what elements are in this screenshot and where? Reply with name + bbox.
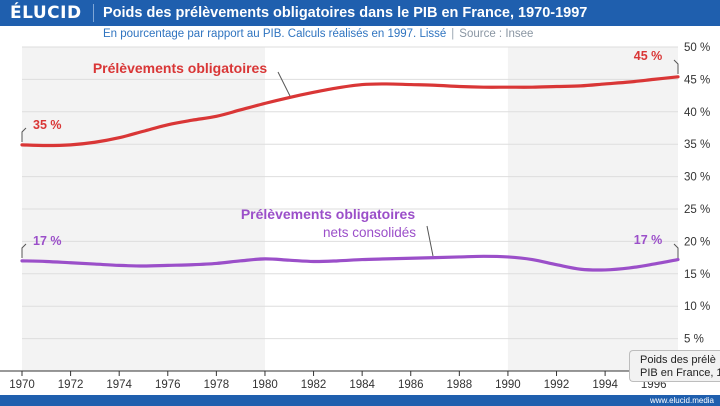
- start-value-label-2: 17 %: [33, 234, 62, 248]
- y-tick-label: 25 %: [684, 204, 710, 216]
- x-tick-label: 1990: [495, 379, 521, 391]
- y-tick-label: 20 %: [684, 236, 710, 248]
- start-marker-1: [21, 127, 27, 142]
- header-bar: ÉLUCID Poids des prélèvements obligatoir…: [0, 0, 720, 26]
- leader-line-1: [277, 71, 291, 97]
- y-tick-label: 50 %: [684, 42, 710, 54]
- y-tick-label: 10 %: [684, 301, 710, 313]
- x-tick-label: 1984: [349, 379, 375, 391]
- chart-subtitle: En pourcentage par rapport au PIB. Calcu…: [103, 27, 533, 41]
- tooltip: Poids des prélè PIB en France, 1: [629, 350, 720, 382]
- y-tick-label: 5 %: [684, 334, 704, 346]
- footer-bar: www.elucid.media: [0, 395, 720, 406]
- series-label-2: nets consolidés: [323, 225, 416, 240]
- x-tick-label: 1976: [155, 379, 181, 391]
- x-tick-label: 1992: [544, 379, 570, 391]
- x-tick-label: 1986: [398, 379, 424, 391]
- leader-line-2: [426, 225, 434, 257]
- subtitle-source: Source : Insee: [459, 28, 534, 40]
- x-tick-label: 1972: [58, 379, 84, 391]
- y-tick-label: 40 %: [684, 107, 710, 119]
- y-tick-label: 35 %: [684, 139, 710, 151]
- end-value-label-1: 45 %: [634, 49, 663, 63]
- series-label-1: Prélèvements obligatoires: [93, 60, 268, 76]
- series-label-2: Prélèvements obligatoires: [241, 206, 416, 222]
- subtitle-separator: |: [451, 28, 455, 40]
- x-tick-label: 1988: [447, 379, 473, 391]
- x-tick-label: 1982: [301, 379, 327, 391]
- y-tick-label: 45 %: [684, 74, 710, 86]
- x-tick-label: 1980: [252, 379, 278, 391]
- start-value-label-1: 35 %: [33, 118, 62, 132]
- elucid-logo[interactable]: ÉLUCID: [10, 3, 82, 23]
- x-tick-label: 1978: [204, 379, 230, 391]
- x-tick-label: 1974: [106, 379, 132, 391]
- chart-title: Poids des prélèvements obligatoires dans…: [103, 5, 588, 21]
- end-value-label-2: 17 %: [634, 233, 663, 247]
- start-marker-2: [21, 243, 27, 258]
- y-tick-label: 30 %: [684, 172, 710, 184]
- series-line-2: [20, 254, 680, 272]
- end-marker-2: [673, 243, 679, 258]
- end-marker-1: [673, 59, 679, 74]
- tooltip-line-1: Poids des prélè: [640, 354, 716, 366]
- x-tick-label: 1994: [592, 379, 618, 391]
- x-tick-label: 1996: [641, 379, 667, 391]
- series-line-1: [20, 75, 680, 148]
- subtitle-text: En pourcentage par rapport au PIB. Calcu…: [103, 28, 447, 40]
- header-divider: [93, 4, 94, 22]
- x-tick-label: 1970: [9, 379, 35, 391]
- footer-url[interactable]: www.elucid.media: [649, 396, 714, 405]
- y-tick-label: 15 %: [684, 269, 710, 281]
- tooltip-line-2: PIB en France, 1: [640, 367, 720, 379]
